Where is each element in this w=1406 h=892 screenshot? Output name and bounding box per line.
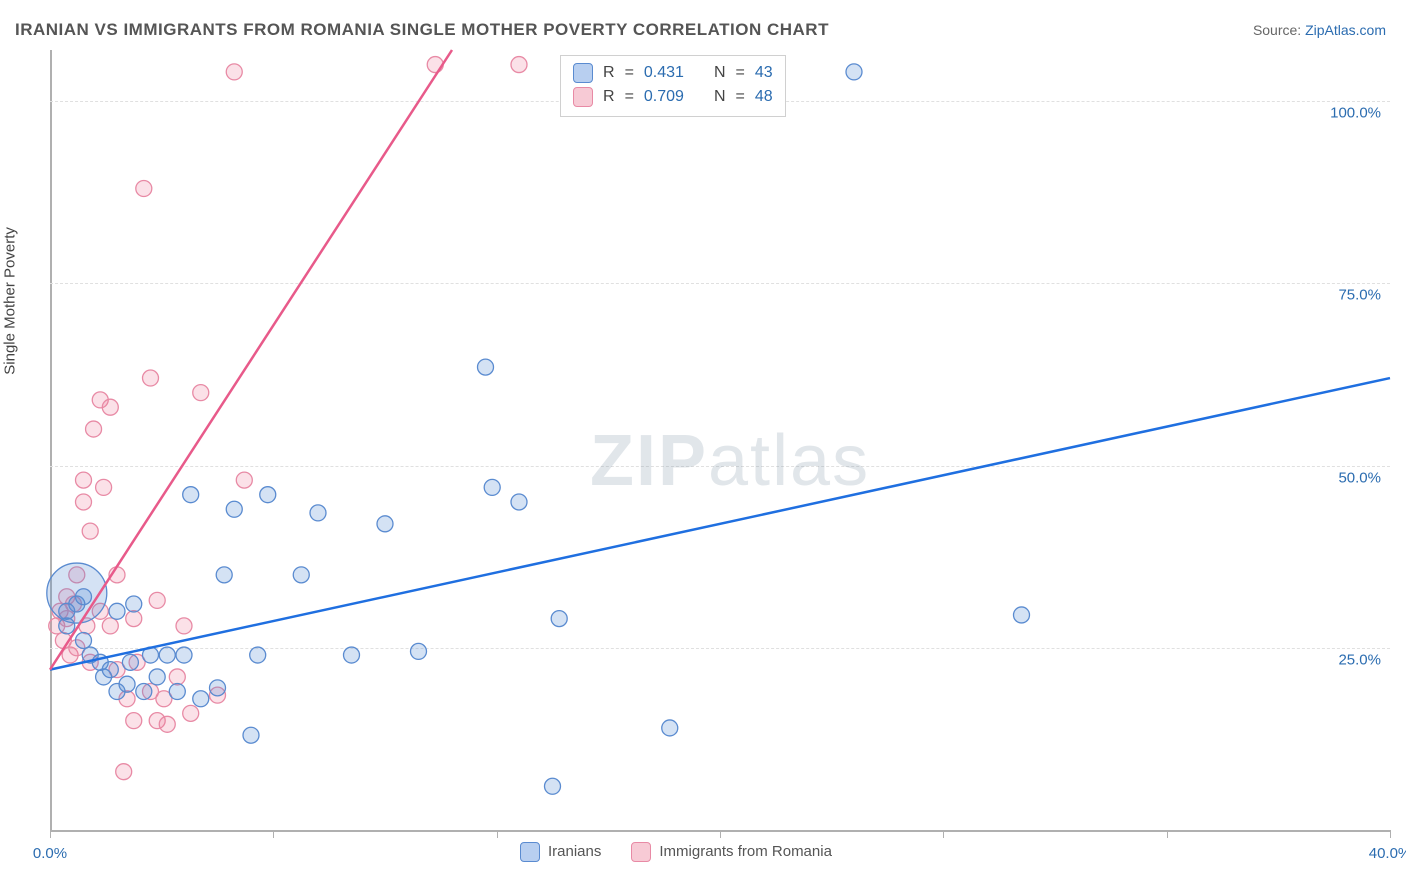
scatter-point — [86, 421, 102, 437]
source-prefix: Source: — [1253, 22, 1305, 38]
scatter-point — [344, 647, 360, 663]
scatter-point — [59, 618, 75, 634]
scatter-point — [102, 399, 118, 415]
r-value-1: 0.709 — [644, 85, 684, 109]
r-label: R — [603, 61, 615, 85]
x-tick — [1390, 830, 1391, 838]
scatter-point — [427, 57, 443, 73]
scatter-point — [662, 720, 678, 736]
trend-line — [50, 50, 452, 670]
scatter-point — [126, 596, 142, 612]
scatter-point — [126, 713, 142, 729]
series-swatch-1 — [573, 87, 593, 107]
x-tick — [720, 830, 721, 838]
n-value-0: 43 — [755, 61, 773, 85]
scatter-point — [136, 181, 152, 197]
series-swatch-0-icon — [520, 842, 540, 862]
scatter-point — [176, 647, 192, 663]
correlation-legend: R = 0.431 N = 43 R = 0.709 N = 48 — [560, 55, 786, 117]
scatter-point — [484, 479, 500, 495]
scatter-point — [193, 691, 209, 707]
scatter-plot — [50, 50, 1390, 830]
source-link[interactable]: ZipAtlas.com — [1305, 22, 1386, 38]
series-label-0: Iranians — [548, 843, 601, 860]
scatter-point — [126, 611, 142, 627]
n-label: N — [714, 85, 726, 109]
chart-container: IRANIAN VS IMMIGRANTS FROM ROMANIA SINGL… — [0, 0, 1406, 892]
eq-label: = — [736, 85, 745, 109]
scatter-point — [82, 523, 98, 539]
series-legend: Iranians Immigrants from Romania — [520, 842, 832, 862]
x-tick-label: 40.0% — [1369, 845, 1406, 862]
eq-label: = — [625, 61, 634, 85]
scatter-point — [511, 494, 527, 510]
source-attribution: Source: ZipAtlas.com — [1253, 22, 1386, 38]
scatter-point — [76, 632, 92, 648]
y-axis-title: Single Mother Poverty — [2, 227, 19, 375]
x-tick — [273, 830, 274, 838]
scatter-point — [102, 662, 118, 678]
x-tick — [497, 830, 498, 838]
scatter-point — [226, 501, 242, 517]
scatter-point — [96, 479, 112, 495]
series-swatch-1-icon — [631, 842, 651, 862]
scatter-point — [551, 611, 567, 627]
scatter-point — [478, 359, 494, 375]
scatter-point — [236, 472, 252, 488]
scatter-point — [136, 683, 152, 699]
scatter-point — [76, 494, 92, 510]
scatter-point — [159, 716, 175, 732]
scatter-point — [183, 705, 199, 721]
scatter-point — [149, 592, 165, 608]
scatter-point — [76, 589, 92, 605]
scatter-point — [250, 647, 266, 663]
x-tick — [1167, 830, 1168, 838]
scatter-point — [176, 618, 192, 634]
scatter-point — [243, 727, 259, 743]
scatter-point — [216, 567, 232, 583]
n-label: N — [714, 61, 726, 85]
scatter-point — [122, 654, 138, 670]
scatter-point — [169, 669, 185, 685]
legend-item-1: Immigrants from Romania — [631, 842, 832, 862]
scatter-point — [193, 385, 209, 401]
correlation-row-1: R = 0.709 N = 48 — [573, 85, 773, 109]
r-label: R — [603, 85, 615, 109]
scatter-point — [109, 603, 125, 619]
r-value-0: 0.431 — [644, 61, 684, 85]
scatter-point — [293, 567, 309, 583]
trend-line — [50, 378, 1390, 670]
scatter-point — [159, 647, 175, 663]
scatter-point — [310, 505, 326, 521]
scatter-point — [210, 680, 226, 696]
scatter-point — [169, 683, 185, 699]
scatter-point — [143, 370, 159, 386]
scatter-point — [76, 472, 92, 488]
scatter-point — [183, 487, 199, 503]
scatter-point — [149, 669, 165, 685]
scatter-point — [511, 57, 527, 73]
correlation-row-0: R = 0.431 N = 43 — [573, 61, 773, 85]
x-tick — [50, 830, 51, 838]
n-value-1: 48 — [755, 85, 773, 109]
x-tick-label: 0.0% — [33, 845, 67, 862]
eq-label: = — [625, 85, 634, 109]
scatter-point — [116, 764, 132, 780]
scatter-point — [545, 778, 561, 794]
scatter-point — [102, 618, 118, 634]
scatter-point — [846, 64, 862, 80]
scatter-point — [260, 487, 276, 503]
eq-label: = — [736, 61, 745, 85]
scatter-point — [1014, 607, 1030, 623]
series-label-1: Immigrants from Romania — [659, 843, 832, 860]
series-swatch-0 — [573, 63, 593, 83]
scatter-point — [226, 64, 242, 80]
scatter-point — [411, 643, 427, 659]
scatter-point — [377, 516, 393, 532]
scatter-point — [119, 676, 135, 692]
legend-item-0: Iranians — [520, 842, 601, 862]
x-tick — [943, 830, 944, 838]
chart-title: IRANIAN VS IMMIGRANTS FROM ROMANIA SINGL… — [15, 20, 829, 40]
